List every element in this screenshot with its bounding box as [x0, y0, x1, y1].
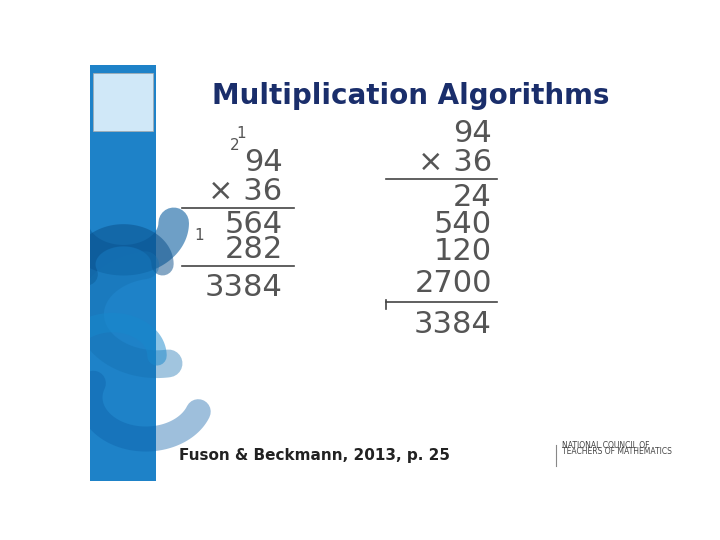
Text: 3384: 3384: [204, 273, 282, 302]
Text: 1: 1: [236, 126, 246, 141]
Text: 94: 94: [244, 148, 282, 177]
Text: 2: 2: [230, 138, 240, 153]
Text: TEACHERS OF MATHEMATICS: TEACHERS OF MATHEMATICS: [562, 447, 671, 456]
Text: 282: 282: [224, 235, 282, 265]
Text: 120: 120: [433, 238, 492, 266]
Text: 1: 1: [194, 228, 204, 243]
Text: 24: 24: [453, 184, 492, 212]
Text: × 36: × 36: [208, 177, 282, 206]
Text: 94: 94: [453, 119, 492, 148]
Bar: [90, 65, 156, 481]
Text: × 36: × 36: [418, 148, 492, 177]
Text: 564: 564: [225, 211, 282, 239]
Text: 2700: 2700: [414, 268, 492, 298]
Bar: [93, 73, 153, 131]
Text: 540: 540: [433, 211, 492, 239]
Text: Fuson & Beckmann, 2013, p. 25: Fuson & Beckmann, 2013, p. 25: [179, 448, 450, 463]
Text: NATIONAL COUNCIL OF: NATIONAL COUNCIL OF: [562, 441, 649, 450]
Text: 3384: 3384: [414, 310, 492, 339]
Text: Multiplication Algorithms: Multiplication Algorithms: [212, 82, 610, 110]
